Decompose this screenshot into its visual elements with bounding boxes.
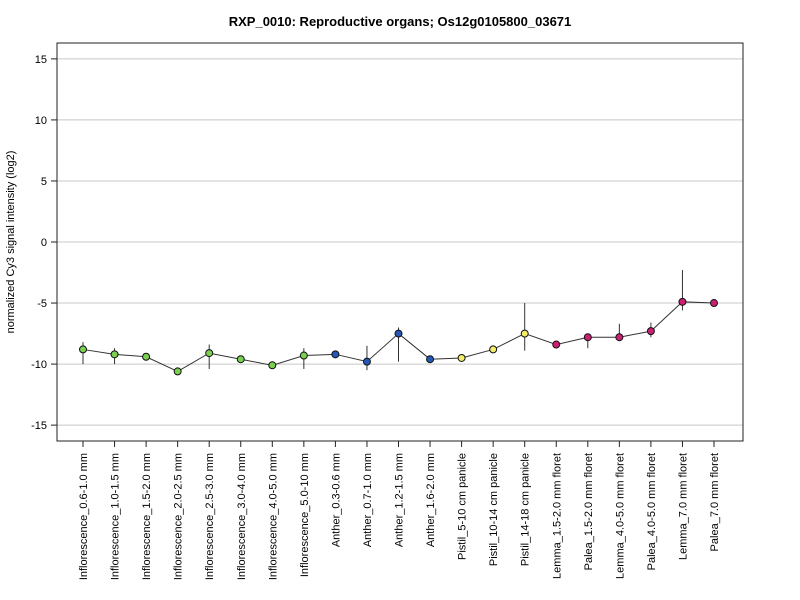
x-tick-label-4: Inflorescence_2.5-3.0 mm	[204, 453, 216, 580]
data-point-17	[615, 333, 624, 342]
data-point-18	[646, 327, 655, 336]
data-point-13	[489, 345, 498, 354]
chart-title: RXP_0010: Reproductive organs; Os12g0105…	[229, 14, 572, 29]
x-tick-label-15: Lemma_1.5-2.0 mm floret	[551, 453, 563, 579]
x-tick-label-8: Anther_0.3-0.6 mm	[330, 453, 342, 547]
x-tick-label-5: Inflorescence_3.0-4.0 mm	[236, 453, 248, 580]
x-tick-label-12: Pistil_5-10 cm panicle	[457, 453, 469, 560]
data-point-20	[710, 299, 718, 308]
x-tick-label-1: Inflorescence_1.0-1.5 mm	[110, 453, 122, 580]
axes: -15 -10 -5 0 5 10 15 Inflorescence_0.6-1.0 mm In…	[31, 54, 721, 580]
x-tick-label-0: Inflorescence_0.6-1.0 mm	[78, 453, 90, 580]
x-tick-label-14: Pistil_14-18 cm panicle	[520, 453, 532, 566]
x-tick-label-13: Pistil_10-14 cm panicle	[488, 453, 500, 566]
data-point-6	[268, 361, 277, 370]
data-point-15	[552, 340, 561, 349]
y-tick-label-1: -10	[31, 359, 47, 371]
data-point-7	[299, 351, 308, 360]
data-point-8	[331, 350, 340, 359]
data-point-5	[236, 355, 245, 364]
x-tick-label-19: Lemma_7.0 mm floret	[677, 453, 689, 560]
x-tick-label-7: Inflorescence_5.0-10 mm	[299, 453, 311, 577]
y-tick-label-2: -5	[37, 298, 47, 310]
x-tick-label-11: Anther_1.6-2.0 mm	[425, 453, 437, 547]
x-tick-label-6: Inflorescence_4.0-5.0 mm	[267, 453, 279, 580]
data-point-16	[583, 333, 592, 342]
x-tick-label-2: Inflorescence_1.5-2.0 mm	[141, 453, 153, 580]
data-point-14	[520, 329, 529, 338]
data-point-11	[426, 355, 435, 364]
data-point-9	[362, 357, 371, 366]
x-tick-label-16: Palea_1.5-2.0 mm floret	[583, 453, 595, 570]
y-tick-label-6: 15	[35, 54, 47, 66]
data-point-1	[110, 350, 119, 359]
y-tick-label-5: 10	[35, 115, 47, 127]
data-point-0	[79, 345, 87, 354]
x-tick-label-18: Palea_4.0-5.0 mm floret	[646, 453, 658, 570]
gridlines	[57, 58, 743, 426]
y-axis-label: normalized Cy3 signal intensity (log2)	[5, 151, 17, 334]
y-tick-label-3: 0	[41, 237, 47, 249]
data-point-12	[457, 353, 466, 362]
x-tick-label-17: Lemma_4.0-5.0 mm floret	[614, 453, 626, 579]
y-tick-label-4: 5	[41, 176, 47, 188]
x-tick-label-3: Inflorescence_2.0-2.5 mm	[173, 453, 185, 580]
series	[79, 270, 718, 376]
data-point-4	[205, 349, 214, 358]
x-tick-label-20: Palea_7.0 mm floret	[709, 453, 721, 551]
data-point-10	[394, 329, 403, 338]
x-tick-label-10: Anther_1.2-1.5 mm	[394, 453, 406, 547]
x-tick-label-9: Anther_0.7-1.0 mm	[362, 453, 374, 547]
y-tick-label-0: -15	[31, 420, 47, 432]
data-point-19	[678, 297, 687, 306]
data-point-2	[142, 352, 151, 361]
data-point-3	[173, 367, 182, 376]
